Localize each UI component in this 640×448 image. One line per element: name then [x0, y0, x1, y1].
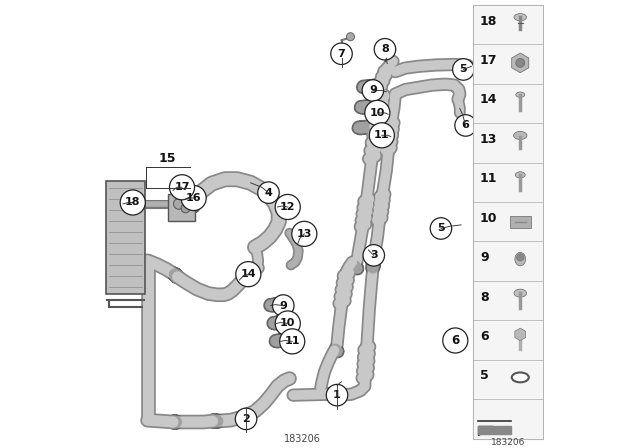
Text: 11: 11	[284, 336, 300, 346]
Text: 10: 10	[480, 212, 497, 225]
Text: 7: 7	[338, 49, 346, 59]
FancyBboxPatch shape	[473, 84, 543, 124]
Circle shape	[374, 39, 396, 60]
FancyBboxPatch shape	[510, 216, 531, 228]
Circle shape	[430, 218, 452, 239]
FancyBboxPatch shape	[473, 360, 543, 400]
Text: 8: 8	[480, 291, 488, 304]
Text: 10: 10	[280, 319, 296, 328]
Ellipse shape	[515, 252, 525, 266]
Text: 16: 16	[186, 193, 202, 203]
Ellipse shape	[512, 372, 529, 382]
Text: 4: 4	[264, 188, 273, 198]
Circle shape	[120, 190, 145, 215]
Text: 9: 9	[369, 86, 377, 95]
Circle shape	[173, 198, 184, 209]
FancyBboxPatch shape	[473, 281, 543, 321]
Text: 1: 1	[333, 390, 341, 400]
Text: 5: 5	[480, 370, 489, 383]
Text: 6: 6	[461, 121, 470, 130]
Circle shape	[455, 115, 476, 136]
FancyBboxPatch shape	[473, 399, 543, 439]
FancyBboxPatch shape	[168, 194, 195, 221]
Text: 14: 14	[480, 94, 497, 107]
Text: 9: 9	[480, 251, 488, 264]
Text: 183206: 183206	[284, 434, 321, 444]
Text: 13: 13	[480, 133, 497, 146]
Ellipse shape	[514, 13, 527, 21]
Circle shape	[292, 221, 317, 246]
Circle shape	[443, 328, 468, 353]
Circle shape	[280, 329, 305, 354]
Ellipse shape	[516, 92, 525, 97]
Text: 6: 6	[480, 330, 488, 343]
FancyBboxPatch shape	[473, 241, 543, 282]
Circle shape	[363, 245, 385, 266]
Text: 6: 6	[451, 334, 460, 347]
Circle shape	[275, 194, 300, 220]
Text: 15: 15	[159, 152, 177, 165]
Text: 183206: 183206	[491, 438, 525, 447]
Polygon shape	[477, 426, 493, 435]
Circle shape	[273, 295, 294, 316]
Polygon shape	[477, 426, 511, 434]
Circle shape	[452, 59, 474, 80]
Circle shape	[331, 43, 352, 65]
Text: 5: 5	[460, 65, 467, 74]
Text: 11: 11	[480, 172, 497, 185]
Text: 5: 5	[437, 224, 445, 233]
Text: 9: 9	[279, 301, 287, 310]
Text: 11: 11	[374, 130, 390, 140]
Circle shape	[275, 311, 300, 336]
FancyBboxPatch shape	[473, 5, 543, 439]
FancyBboxPatch shape	[106, 181, 145, 294]
FancyBboxPatch shape	[473, 163, 543, 203]
Circle shape	[258, 182, 279, 203]
Text: 8: 8	[381, 44, 389, 54]
Text: 3: 3	[370, 250, 378, 260]
Circle shape	[516, 58, 525, 67]
Circle shape	[181, 204, 190, 213]
Text: 18: 18	[125, 198, 141, 207]
Circle shape	[236, 262, 261, 287]
Circle shape	[181, 185, 206, 211]
Circle shape	[369, 123, 394, 148]
Text: 17: 17	[174, 182, 190, 192]
Circle shape	[170, 175, 195, 200]
Circle shape	[362, 80, 383, 101]
Ellipse shape	[513, 131, 527, 139]
FancyBboxPatch shape	[473, 320, 543, 361]
Text: 2: 2	[242, 414, 250, 424]
Text: 17: 17	[480, 54, 497, 67]
Circle shape	[236, 408, 257, 430]
Text: 13: 13	[296, 229, 312, 239]
Ellipse shape	[515, 172, 525, 178]
Text: 14: 14	[241, 269, 256, 279]
FancyBboxPatch shape	[473, 5, 543, 45]
Text: 12: 12	[280, 202, 296, 212]
Ellipse shape	[514, 289, 527, 297]
Text: 10: 10	[370, 108, 385, 118]
Circle shape	[516, 254, 524, 261]
Circle shape	[346, 33, 355, 41]
Circle shape	[365, 100, 390, 125]
Text: 18: 18	[480, 15, 497, 28]
FancyBboxPatch shape	[473, 123, 543, 164]
FancyBboxPatch shape	[473, 202, 543, 242]
Circle shape	[326, 384, 348, 406]
FancyBboxPatch shape	[473, 44, 543, 85]
